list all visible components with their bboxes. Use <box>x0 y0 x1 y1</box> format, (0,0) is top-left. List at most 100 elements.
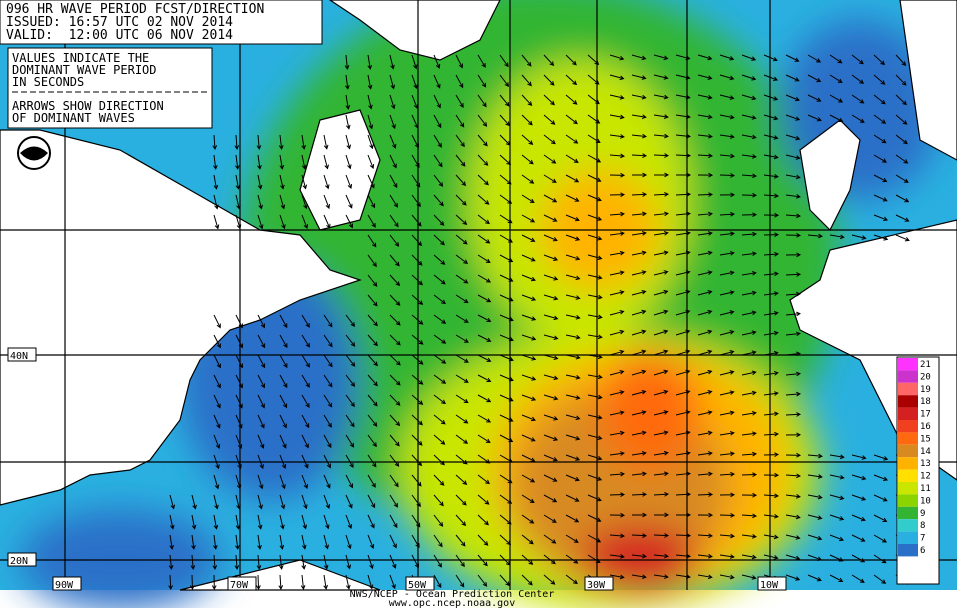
wave-arrow <box>587 234 603 241</box>
wave-arrow <box>411 474 422 487</box>
wave-arrow <box>609 369 625 376</box>
wave-arrow <box>785 94 800 102</box>
wave-arrow <box>367 374 378 387</box>
wave-arrow <box>433 314 447 324</box>
wave-arrow <box>543 554 556 565</box>
wave-arrow <box>675 114 691 119</box>
wave-arrow <box>301 314 310 328</box>
legend: 21 20 19 18 17 16 15 14 13 12 11 10 9 8 7 6 <box>896 356 940 585</box>
wave-arrow <box>477 254 491 264</box>
wave-arrow <box>653 329 669 336</box>
note-box: VALUES INDICATE THE DOMINANT WAVE PERIOD… <box>7 47 213 129</box>
wave-arrow <box>301 374 310 388</box>
legend-swatch <box>898 531 918 544</box>
wave-arrow <box>653 172 670 178</box>
wave-arrow <box>521 194 535 204</box>
lon-label: 90W <box>55 580 74 591</box>
wave-arrow <box>587 454 603 461</box>
wave-arrow <box>279 334 288 349</box>
wave-arrow <box>499 494 513 504</box>
wave-arrow <box>257 394 265 409</box>
wave-arrow <box>521 214 536 223</box>
wave-arrow <box>697 553 713 559</box>
wave-arrow <box>807 453 823 459</box>
wave-arrow <box>763 534 779 540</box>
wave-arrow <box>543 334 559 341</box>
wave-arrow <box>653 270 669 276</box>
wave-arrow <box>455 94 464 108</box>
wave-arrow <box>389 334 401 346</box>
wave-arrow <box>521 554 534 565</box>
wave-arrow <box>763 174 779 179</box>
header-line: VALID: 12:00 UTC 06 NOV 2014 <box>6 28 233 43</box>
wave-arrow <box>741 310 757 316</box>
wave-arrow <box>477 54 486 68</box>
wave-arrow <box>697 451 713 456</box>
wave-arrow <box>499 314 514 322</box>
wave-arrow <box>719 192 736 198</box>
wave-arrow <box>807 74 822 83</box>
wave-arrow <box>169 534 175 550</box>
wave-arrow <box>323 514 330 530</box>
wave-arrow <box>389 534 397 549</box>
wave-arrow <box>433 154 443 168</box>
wave-arrow <box>499 394 514 402</box>
wave-arrow <box>697 512 714 518</box>
wave-arrow <box>455 294 469 304</box>
wave-arrow <box>719 231 735 237</box>
wave-arrow <box>213 374 221 389</box>
wave-arrow <box>675 533 692 538</box>
wave-arrow <box>499 174 512 185</box>
wave-arrow <box>367 234 377 248</box>
wave-arrow <box>455 214 468 226</box>
wave-arrow <box>653 450 669 456</box>
wave-arrow <box>213 434 221 449</box>
wave-arrow <box>609 492 626 498</box>
lon-label: 10W <box>760 580 779 591</box>
wave-arrow <box>697 309 713 316</box>
wave-arrow <box>499 234 513 243</box>
wave-arrow <box>543 454 558 462</box>
wave-arrow <box>389 174 398 189</box>
lon-label: 30W <box>587 580 606 591</box>
wave-arrow <box>477 574 488 587</box>
wave-arrow <box>323 214 331 229</box>
wave-arrow <box>543 514 557 523</box>
wave-arrow <box>653 471 669 477</box>
wave-arrow <box>609 270 625 276</box>
legend-label: 14 <box>920 447 931 457</box>
wave-arrow <box>301 554 306 570</box>
wave-arrow <box>587 414 603 420</box>
wave-arrow <box>565 534 579 543</box>
wave-arrow <box>279 434 287 449</box>
wave-arrow <box>653 230 669 236</box>
wave-arrow <box>785 574 801 581</box>
wave-arrow <box>741 451 757 457</box>
wave-arrow <box>257 454 264 470</box>
wave-arrow <box>279 314 288 329</box>
wave-arrow <box>609 430 625 436</box>
wave-arrow <box>389 194 398 208</box>
wave-arrow <box>477 214 490 225</box>
wave-arrow <box>278 574 284 591</box>
wave-arrow <box>279 474 286 490</box>
wave-arrow <box>565 154 579 163</box>
wave-arrow <box>587 434 603 441</box>
wave-arrow <box>653 94 669 100</box>
wave-arrow <box>213 214 220 230</box>
wave-arrow <box>234 134 240 151</box>
wave-arrow <box>565 274 581 281</box>
wave-arrow <box>499 94 510 107</box>
wave-arrow <box>675 172 692 178</box>
wave-arrow <box>785 534 801 540</box>
wave-arrow <box>741 231 757 237</box>
wave-arrow <box>543 214 558 222</box>
wave-arrow <box>213 394 221 409</box>
wave-arrow <box>609 329 625 336</box>
wave-arrow <box>587 394 603 400</box>
wave-arrow <box>741 574 757 580</box>
wave-arrow <box>873 514 888 522</box>
wave-arrow <box>609 250 625 256</box>
wave-arrow <box>455 494 467 506</box>
wave-arrow <box>697 574 713 580</box>
